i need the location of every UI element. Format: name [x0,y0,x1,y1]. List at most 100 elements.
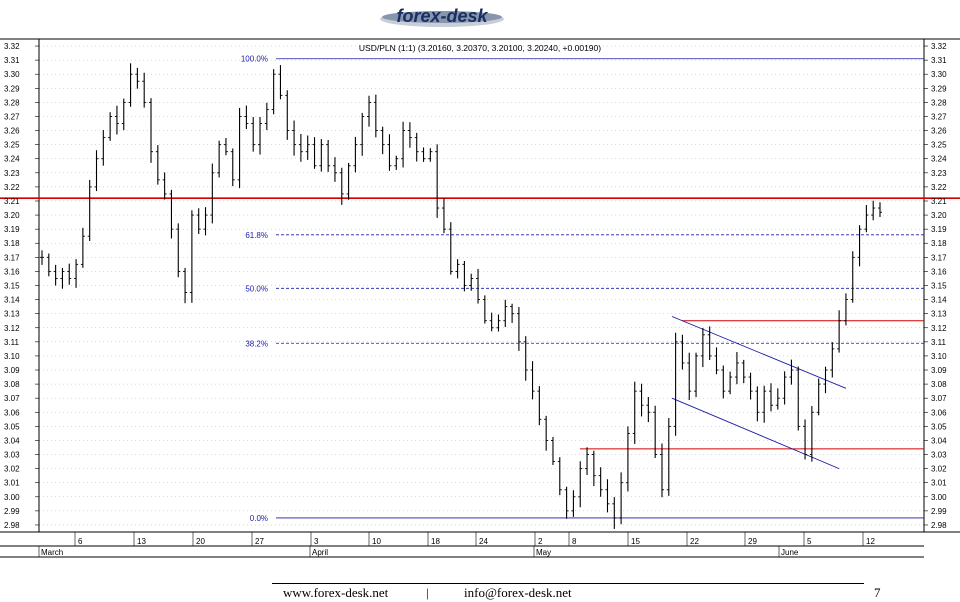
y-tick-label-right: 3.08 [931,380,947,389]
price-bar [680,334,685,370]
y-tick-label-left: 3.19 [4,225,20,234]
y-tick-label-left: 3.27 [4,112,20,121]
y-tick-label-right: 3.22 [931,183,947,192]
price-bar [455,259,460,279]
price-bar [292,120,297,156]
price-bar [114,105,119,135]
price-bar [646,397,651,423]
price-bar [741,359,746,384]
price-bar [162,172,167,200]
price-bar [210,163,215,224]
y-tick-label-right: 3.13 [931,310,947,319]
price-bar [183,267,188,304]
price-bar [537,386,542,426]
price-bar [516,307,521,351]
price-bar [857,225,862,267]
footer-email-link[interactable]: info@forex-desk.net [464,585,572,600]
y-tick-label-right: 2.98 [931,521,947,530]
price-bar [707,326,712,361]
y-tick-label-left: 3.07 [4,394,20,403]
price-bar [189,210,194,303]
price-bar [768,383,773,412]
price-bar [673,332,678,436]
price-bar [591,450,596,487]
page-number: 7 [874,585,881,600]
footer-website-link[interactable]: www.forex-desk.net [283,585,389,600]
y-tick-label-left: 3.12 [4,324,20,333]
channel-line [671,397,840,470]
y-tick-label-left: 3.21 [4,197,20,206]
price-bar [46,253,51,277]
price-bar [850,251,855,303]
horizontal-levels [0,197,960,450]
fib-label: 38.2% [245,339,268,348]
y-tick-label-right: 2.99 [931,507,947,516]
price-bar [196,208,201,234]
price-bar [605,479,610,513]
price-bar [319,139,324,172]
price-bar [380,126,385,155]
price-bar [74,259,79,288]
price-bar [353,136,358,173]
x-day-label: 2 [538,537,543,546]
y-tick-label-right: 3.28 [931,98,947,107]
price-bar [843,293,848,326]
price-bar [625,426,630,492]
price-bar [435,144,440,218]
price-bar [728,371,733,395]
price-bar [476,268,481,304]
y-tick-label-left: 3.11 [4,338,20,347]
price-bar [87,179,92,242]
price-bar [462,261,467,292]
price-bar [503,299,508,328]
price-bar [67,263,72,285]
footer-rule [272,583,864,584]
price-bar [278,65,283,100]
price-bar [809,406,814,462]
logo-text: forex-desk [396,6,488,26]
chart-grid [39,45,924,526]
price-bar [176,223,181,278]
y-tick-label-left: 3.17 [4,253,20,262]
price-bar [632,381,637,444]
price-bar [523,336,528,381]
price-bar [108,112,113,141]
price-bar [544,415,549,451]
y-tick-label-left: 3.00 [4,493,20,502]
price-bar [789,359,794,385]
price-bar [775,388,780,410]
price-bar [394,155,399,170]
price-bar [285,90,290,140]
x-day-label: 3 [314,537,319,546]
price-bar [871,200,876,221]
y-tick-label-right: 3.18 [931,239,947,248]
y-tick-label-left: 3.05 [4,422,20,431]
price-bar [367,95,372,127]
y-tick-label-right: 3.24 [931,155,947,164]
price-bar [230,148,235,187]
price-bar [762,385,767,423]
price-bar [217,140,222,178]
price-bar [401,121,406,168]
x-day-label: 22 [690,537,699,546]
price-bar [326,140,331,172]
price-bar [360,112,365,156]
x-day-label: 24 [479,537,488,546]
price-bar [80,227,85,268]
y-tick-label-right: 3.31 [931,56,947,65]
x-day-label: 27 [255,537,264,546]
y-tick-label-left: 3.15 [4,282,20,291]
y-axis-left: 3.32 3.31 3.30 3.29 3.28 3.27 3.26 3.25 3.24 3.23… [4,42,39,530]
price-bar [203,207,208,236]
y-tick-label-right: 3.27 [931,112,947,121]
price-bar [796,366,801,431]
price-bar [496,314,501,332]
x-day-label: 15 [631,537,640,546]
price-bar [714,347,719,375]
price-bar [387,134,392,171]
y-tick-label-left: 3.09 [4,366,20,375]
y-tick-label-right: 3.29 [931,84,947,93]
price-bar [60,267,65,289]
x-day-label: 12 [866,537,875,546]
price-bar [612,497,617,529]
